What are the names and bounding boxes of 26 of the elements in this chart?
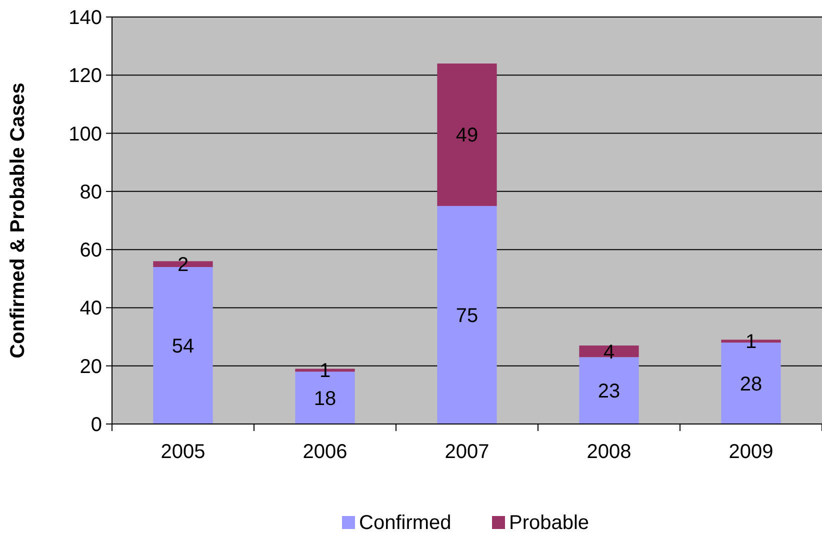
x-tick-label: 2009 — [728, 441, 774, 463]
data-label: 1 — [319, 360, 331, 382]
data-label: 28 — [740, 373, 762, 396]
y-axis-title: Confirmed & Probable Cases — [7, 82, 29, 358]
y-tick-label: 0 — [90, 414, 102, 436]
data-label: 18 — [314, 388, 336, 410]
y-tick-label: 80 — [80, 181, 102, 204]
y-tick-label: 40 — [80, 298, 102, 320]
bar — [437, 206, 497, 424]
data-label: 75 — [456, 304, 478, 327]
x-tick-label: 2005 — [160, 441, 206, 463]
x-tick-label: 2006 — [302, 441, 348, 463]
bar — [437, 64, 497, 206]
y-tick-label: 100 — [68, 123, 102, 146]
y-tick-label: 120 — [68, 65, 102, 88]
data-label: 23 — [598, 380, 620, 403]
legend-label: Confirmed — [359, 512, 452, 534]
y-tick-label: 60 — [80, 240, 102, 262]
data-label: 49 — [456, 124, 478, 147]
y-tick-label: 20 — [80, 356, 102, 378]
legend-label: Probable — [509, 512, 590, 534]
bar — [579, 357, 639, 424]
x-tick-label: 2008 — [586, 441, 632, 463]
x-tick-label: 2007 — [444, 441, 490, 463]
y-tick-label: 140 — [68, 7, 102, 29]
data-label: 54 — [172, 336, 194, 358]
